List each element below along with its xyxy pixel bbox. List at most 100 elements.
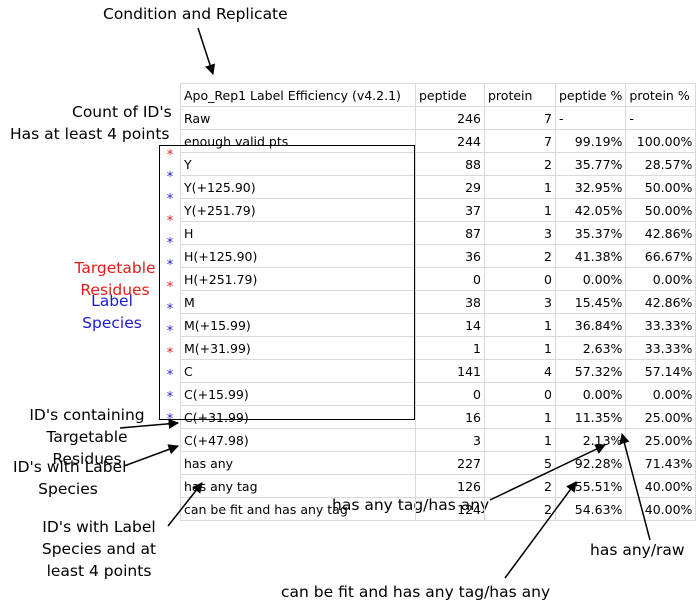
cell-protein: 3 bbox=[484, 290, 556, 314]
cell-label: H(+125.90) bbox=[180, 244, 416, 268]
annotation-count-ids: Count of ID's bbox=[72, 103, 172, 121]
cell-protein-pct: 33.33% bbox=[625, 336, 697, 360]
cell-protein: 2 bbox=[484, 497, 556, 521]
cell-protein-pct: 50.00% bbox=[625, 198, 697, 222]
cell-peptide: 124 bbox=[415, 497, 485, 521]
label-species-marker: * bbox=[166, 192, 174, 207]
annotation-targetable-line2: Residues bbox=[80, 281, 150, 299]
cell-protein: 2 bbox=[484, 152, 556, 176]
annotation-targetable-line1: Targetable bbox=[74, 259, 156, 277]
table-row: enough valid pts 244 7 99.19% 100.00% bbox=[180, 129, 697, 153]
header-protein: protein bbox=[484, 83, 556, 107]
table-header-row: Apo_Rep1 Label Efficiency (v4.2.1) pepti… bbox=[180, 83, 697, 107]
annotation-fit-tag-ratio: can be fit and has any tag/has any bbox=[281, 583, 551, 601]
arrow-has-any-raw bbox=[619, 432, 651, 541]
annotation-ids-label-points-line2: Species and at bbox=[41, 540, 157, 558]
cell-peptide-pct: 42.05% bbox=[554, 198, 627, 222]
annotation-ids-label-points-line3: least 4 points bbox=[46, 562, 152, 580]
annotation-ids-label: ID's with Label Species bbox=[13, 456, 127, 500]
residue-group-box bbox=[159, 145, 415, 420]
cell-peptide-pct: 36.84% bbox=[554, 313, 627, 337]
annotation-ids-containing-line3: Residues bbox=[52, 450, 122, 468]
cell-peptide: 1 bbox=[415, 336, 485, 360]
cell-peptide: 141 bbox=[415, 359, 485, 383]
label-species-marker: * bbox=[166, 258, 174, 273]
header-peptide-pct: peptide % bbox=[554, 83, 627, 107]
cell-protein-pct: 0.00% bbox=[625, 382, 697, 406]
cell-label: H bbox=[180, 221, 416, 245]
cell-peptide: 246 bbox=[415, 106, 485, 130]
table-row: M(+15.99) 14 1 36.84% 33.33% bbox=[180, 313, 697, 337]
cell-peptide: 38 bbox=[415, 290, 485, 314]
cell-label: C(+15.99) bbox=[180, 382, 416, 406]
cell-peptide-pct: 54.63% bbox=[554, 497, 627, 521]
cell-label: Y(+251.79) bbox=[180, 198, 416, 222]
cell-label: C(+31.99) bbox=[180, 405, 416, 429]
annotation-ids-containing: ID's containing Targetable Residues bbox=[16, 404, 158, 470]
annotation-ids-containing-line2: Targetable bbox=[46, 428, 128, 446]
annotation-targetable-residues: Targetable Residues bbox=[66, 257, 164, 301]
cell-protein-pct: 40.00% bbox=[625, 497, 697, 521]
arrow-ids-containing bbox=[119, 418, 180, 430]
cell-protein: 1 bbox=[484, 405, 556, 429]
cell-peptide-pct: 0.00% bbox=[554, 267, 627, 291]
table-row: can be fit and has any tag 124 2 54.63% 40.0… bbox=[180, 497, 697, 521]
annotation-label-line1: Label bbox=[91, 292, 133, 310]
header-title: Apo_Rep1 Label Efficiency (v4.2.1) bbox=[180, 83, 416, 107]
table-row: H(+125.90) 36 2 41.38% 66.67% bbox=[180, 244, 697, 268]
table-row: C(+47.98) 3 1 2.13% 25.00% bbox=[180, 428, 697, 452]
header-peptide: peptide bbox=[415, 83, 485, 107]
annotation-has-any-raw: has any/raw bbox=[590, 541, 685, 559]
annotation-ids-label-line2: Species bbox=[38, 480, 98, 498]
cell-protein: 4 bbox=[484, 359, 556, 383]
cell-protein: 2 bbox=[484, 244, 556, 268]
cell-peptide-pct: 35.77% bbox=[554, 152, 627, 176]
cell-protein-pct: 42.86% bbox=[625, 221, 697, 245]
cell-label: can be fit and has any tag bbox=[180, 497, 416, 521]
annotation-four-points: Has at least 4 points bbox=[10, 125, 170, 143]
cell-peptide-pct: 15.45% bbox=[554, 290, 627, 314]
header-protein-pct: protein % bbox=[625, 83, 697, 107]
cell-peptide-pct: 99.19% bbox=[554, 129, 627, 153]
cell-protein-pct: 57.14% bbox=[625, 359, 697, 383]
cell-peptide: 36 bbox=[415, 244, 485, 268]
cell-peptide: 16 bbox=[415, 405, 485, 429]
cell-peptide: 14 bbox=[415, 313, 485, 337]
cell-label: Y bbox=[180, 152, 416, 176]
cell-peptide-pct: 0.00% bbox=[554, 382, 627, 406]
cell-protein-pct: 28.57% bbox=[625, 152, 697, 176]
label-species-marker: * bbox=[166, 368, 174, 383]
annotation-label-line2: Species bbox=[82, 314, 142, 332]
cell-protein: 5 bbox=[484, 451, 556, 475]
cell-protein: 3 bbox=[484, 221, 556, 245]
label-species-marker: * bbox=[166, 236, 174, 251]
cell-peptide-pct: 32.95% bbox=[554, 175, 627, 199]
targetable-residue-marker: * bbox=[166, 346, 174, 361]
annotation-condition-replicate: Condition and Replicate bbox=[103, 5, 288, 23]
arrow-condition bbox=[197, 27, 216, 75]
cell-protein: 0 bbox=[484, 267, 556, 291]
table-row: C(+31.99) 16 1 11.35% 25.00% bbox=[180, 405, 697, 429]
cell-label: enough valid pts bbox=[180, 129, 416, 153]
targetable-residue-marker: * bbox=[166, 280, 174, 295]
arrow-ids-label-points bbox=[167, 482, 203, 527]
label-species-marker: * bbox=[166, 302, 174, 317]
label-species-marker: * bbox=[166, 324, 174, 339]
arrow-fit-tag-ratio bbox=[504, 481, 577, 579]
arrow-has-any-tag-ratio bbox=[489, 444, 606, 501]
targetable-residue-marker: * bbox=[166, 214, 174, 229]
cell-label: M bbox=[180, 290, 416, 314]
annotation-ids-label-line1: ID's with Label bbox=[13, 458, 127, 476]
label-efficiency-table: Apo_Rep1 Label Efficiency (v4.2.1) pepti… bbox=[180, 83, 697, 521]
cell-peptide-pct: 2.13% bbox=[554, 428, 627, 452]
cell-peptide-pct: - bbox=[554, 106, 627, 130]
cell-peptide: 244 bbox=[415, 129, 485, 153]
cell-protein-pct: 25.00% bbox=[625, 428, 697, 452]
label-species-marker: * bbox=[166, 390, 174, 405]
table-row: Raw 246 7- - bbox=[180, 106, 697, 130]
table-row: Y(+125.90) 29 1 32.95% 50.00% bbox=[180, 175, 697, 199]
annotation-ids-label-points: ID's with Label Species and at least 4 p… bbox=[40, 516, 158, 582]
annotation-ids-containing-line1: ID's containing bbox=[29, 406, 145, 424]
annotation-ids-label-points-line1: ID's with Label bbox=[42, 518, 156, 536]
cell-label: Raw bbox=[180, 106, 416, 130]
